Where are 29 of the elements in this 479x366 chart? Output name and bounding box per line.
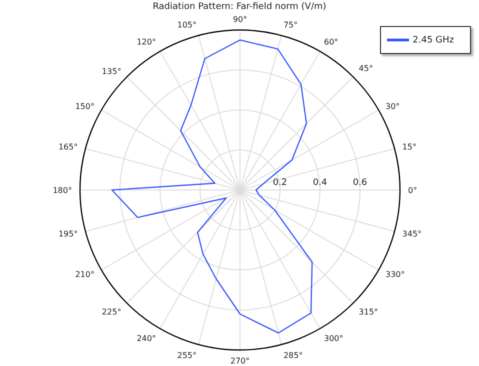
legend-label: 2.45 GHz — [412, 35, 454, 46]
y-tick-label: 0.6 — [352, 178, 368, 188]
spoke-label: 90° — [232, 15, 248, 24]
spoke-label: 165° — [58, 142, 78, 152]
spoke-label: 315° — [358, 307, 378, 316]
spoke-label: 0° — [408, 186, 418, 195]
spoke-label: 75° — [283, 20, 298, 30]
y-tick-label: 0.4 — [312, 178, 328, 188]
spoke-label: 345° — [402, 229, 422, 238]
spoke-label: 210° — [75, 270, 95, 279]
y-tick-label: 0.2 — [272, 178, 288, 188]
spoke-label: 150° — [75, 102, 95, 111]
spoke-label: 15° — [402, 142, 416, 152]
spoke-label: 270° — [230, 356, 250, 366]
spoke-label: 135° — [102, 67, 122, 76]
spoke-label: 195° — [58, 229, 78, 238]
spoke-label: 255° — [177, 350, 197, 360]
spoke-label: 120° — [136, 38, 156, 47]
spoke-label: 30° — [385, 102, 400, 111]
spoke-label: 285° — [283, 350, 303, 360]
spoke-label: 45° — [358, 64, 373, 74]
spoke-label: 330° — [385, 270, 405, 279]
spoke-label: 225° — [102, 307, 122, 316]
chart-title: Radiation Pattern: Far-field norm (V/m) — [152, 2, 328, 12]
spoke-label: 240° — [136, 334, 156, 344]
spoke-label: 105° — [177, 20, 197, 30]
spoke-label: 60° — [324, 38, 338, 47]
spoke-label: 180° — [52, 186, 72, 195]
spoke-label: 300° — [324, 334, 344, 344]
